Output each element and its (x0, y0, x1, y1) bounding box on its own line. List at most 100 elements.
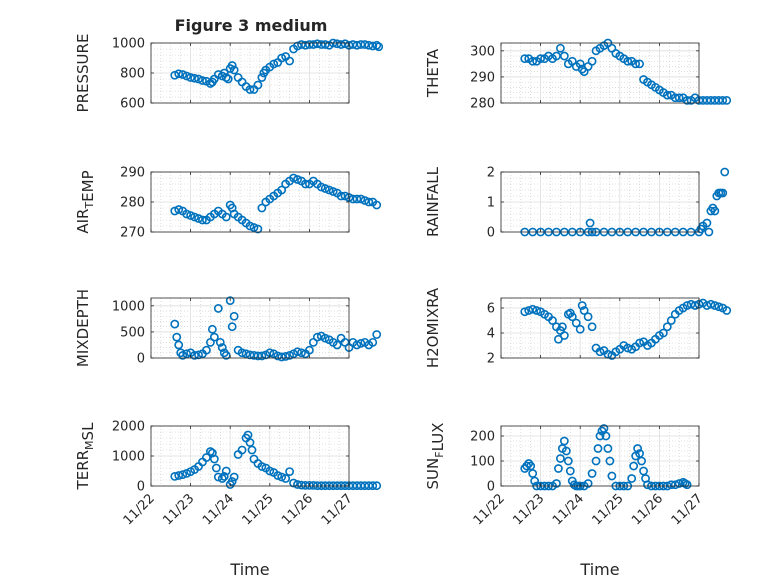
data-point (368, 337, 378, 347)
data-point (536, 54, 545, 64)
data-point (198, 76, 207, 85)
data-point (583, 479, 593, 488)
x-tick-label: 11/25 (240, 491, 277, 528)
data-point (277, 185, 287, 195)
data-point (710, 206, 720, 216)
data-point (293, 480, 302, 489)
y-tick-label: 2000 (112, 420, 145, 435)
data-point (229, 65, 239, 75)
data-point (714, 302, 724, 312)
data-point (356, 338, 366, 348)
data-point (186, 73, 195, 82)
data-point (623, 56, 633, 66)
data-point (320, 184, 330, 193)
data-point (662, 90, 672, 100)
data-series (170, 173, 382, 234)
data-point (301, 179, 310, 189)
data-point (205, 447, 215, 456)
data-point (360, 196, 370, 205)
data-point (190, 212, 199, 222)
data-point (247, 445, 257, 455)
x-axis-label: Time (229, 560, 269, 579)
y-tick-label: 1000 (112, 299, 145, 314)
data-point (221, 73, 231, 82)
data-point (277, 53, 287, 63)
data-point (532, 306, 542, 315)
y-axis-label: AIRTEMP (74, 170, 97, 233)
data-point (556, 43, 565, 53)
data-point (520, 307, 530, 317)
data-point (682, 95, 692, 105)
data-point (227, 61, 237, 70)
data-point (670, 480, 680, 490)
data-point (227, 477, 237, 486)
data-point (211, 463, 221, 473)
y-tick-label: 600 (120, 97, 145, 112)
data-point (528, 56, 538, 66)
data-point (281, 352, 291, 361)
data-point (245, 350, 255, 360)
data-point (633, 444, 643, 453)
data-point (352, 340, 362, 350)
data-point (583, 312, 593, 322)
y-axis-label: TERRMSL (74, 422, 97, 491)
x-tick-label: 11/22 (121, 491, 158, 528)
data-point (360, 40, 370, 49)
y-axis-label: RAINFALL (424, 166, 442, 237)
y-axis-label: H2OMIXRA (424, 287, 442, 368)
data-point (372, 330, 382, 339)
data-point (563, 456, 573, 466)
data-point (225, 296, 235, 306)
data-point (567, 312, 577, 322)
axes-box (150, 297, 350, 359)
y-tick-label: 1000 (112, 450, 145, 465)
y-tick-label: 0 (137, 480, 145, 495)
data-point (710, 301, 720, 310)
data-point (552, 479, 561, 488)
data-point (289, 478, 298, 488)
data-point (202, 453, 211, 462)
axes-box (500, 42, 700, 104)
data-point (182, 209, 192, 219)
data-point (273, 471, 283, 480)
y-tick-label: 2 (487, 352, 495, 367)
subplot-2: 280 290 300 THETA (424, 38, 732, 112)
data-point (293, 175, 302, 184)
data-point (548, 316, 557, 325)
data-point (269, 59, 279, 69)
data-point (607, 471, 617, 481)
data-point (662, 322, 672, 332)
x-tick-label: 11/26 (279, 491, 316, 528)
data-point (213, 304, 223, 313)
x-tick-label: 11/26 (629, 491, 666, 528)
data-point (605, 456, 615, 466)
data-point (194, 214, 203, 223)
subplot-8: 0 100 200 SUNFLUX 11/22 11/23 11/24 11/25 11/26 1… (424, 423, 706, 579)
y-tick-label: 1000 (112, 37, 145, 52)
data-point (629, 461, 639, 471)
data-point (718, 188, 728, 198)
data-point (722, 95, 732, 105)
data-point (554, 334, 563, 344)
data-point (372, 40, 382, 50)
data-series (170, 296, 382, 362)
data-point (587, 56, 597, 66)
data-point (587, 469, 597, 478)
data-point (229, 311, 239, 321)
data-point (223, 74, 233, 84)
subplot-6: 2 4 6 H2OMIXRA (424, 287, 732, 368)
data-point (557, 322, 567, 332)
x-tick-label: 11/27 (669, 491, 706, 528)
data-point (202, 345, 211, 355)
data-point (575, 324, 585, 334)
data-point (579, 306, 589, 315)
data-point (352, 194, 362, 204)
data-series (520, 298, 732, 360)
data-point (237, 348, 247, 358)
data-point (170, 471, 180, 481)
data-point (174, 205, 184, 214)
subplot-4: 0 1 2 RAINFALL (424, 166, 730, 241)
data-point (571, 318, 581, 328)
data-point (227, 322, 237, 332)
